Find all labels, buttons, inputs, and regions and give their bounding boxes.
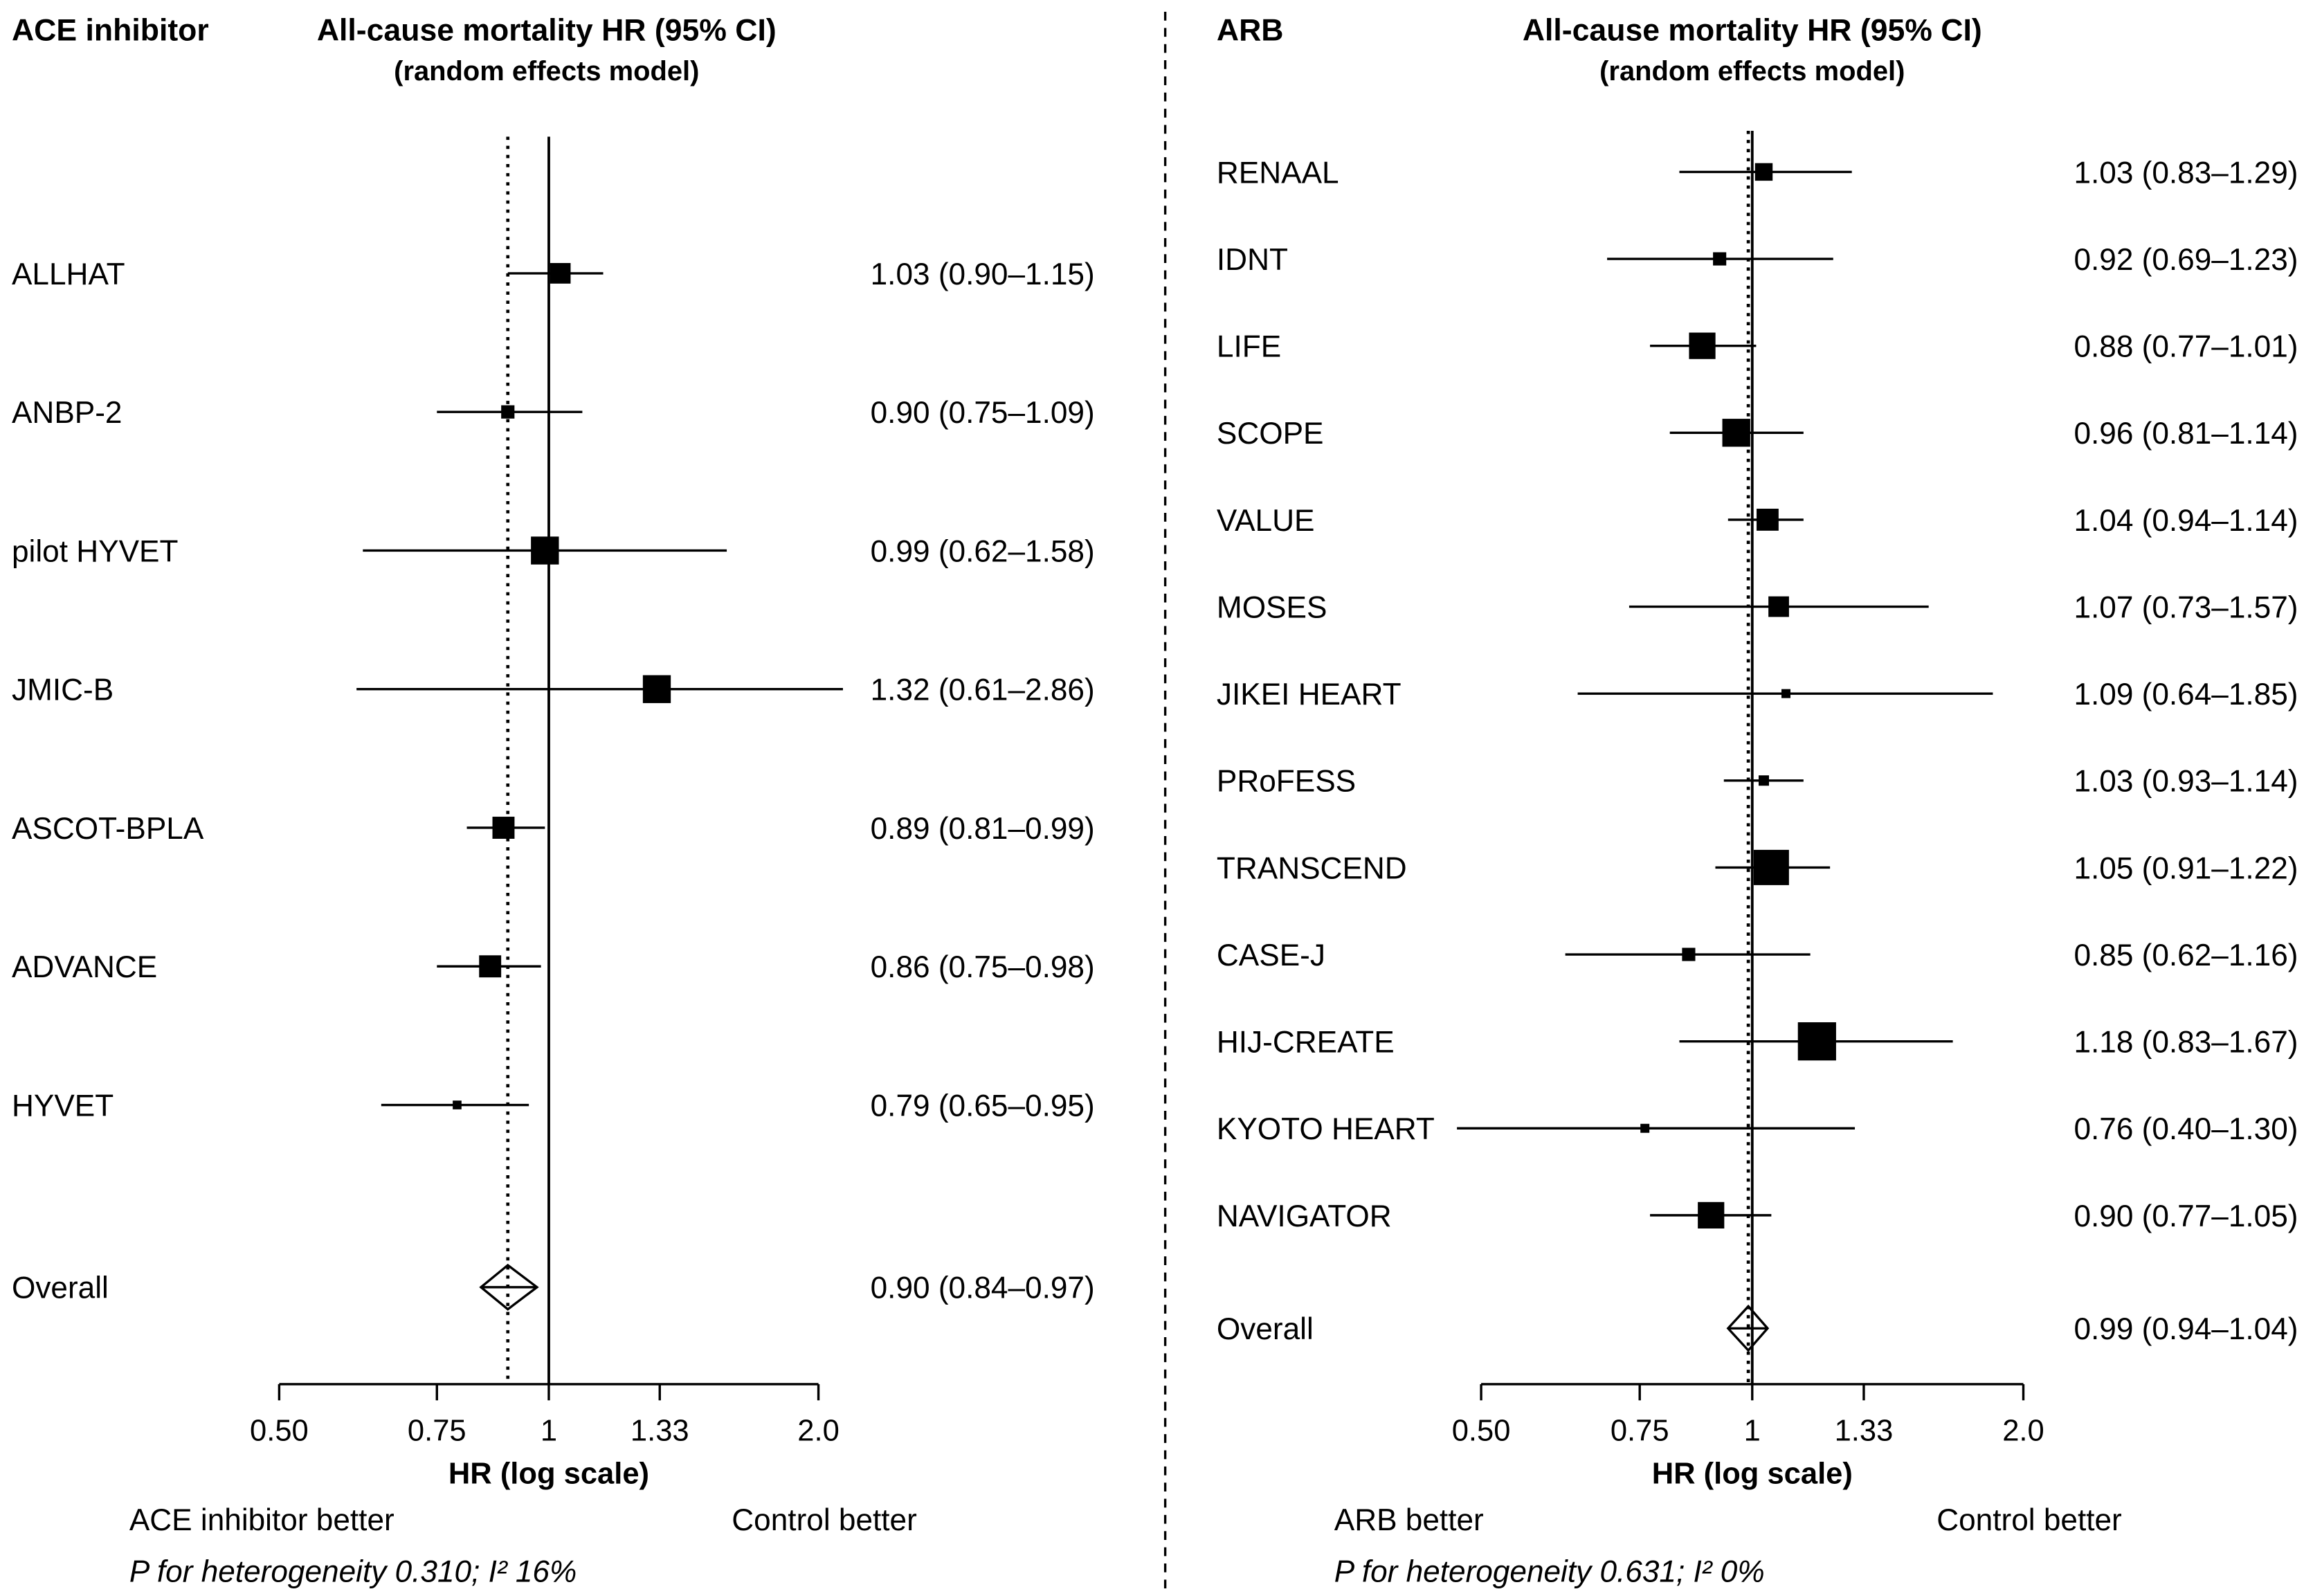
x-axis-label: HR (log scale): [1652, 1457, 1853, 1490]
study-hr-ci-value: 1.04 (0.94–1.14): [2074, 504, 2298, 538]
study-label: IDNT: [1217, 243, 1288, 277]
x-tick-label: 1.33: [631, 1415, 689, 1448]
study-hr-ci-value: 1.05 (0.91–1.22): [2074, 851, 2298, 885]
study-label: PRoFESS: [1217, 765, 1356, 799]
study-hr-ci-value: 0.89 (0.81–0.99): [871, 812, 1095, 846]
x-tick-label: 0.50: [250, 1415, 309, 1448]
study-effect-marker: [1758, 775, 1769, 786]
study-hr-ci-value: 0.90 (0.75–1.09): [871, 396, 1095, 430]
study-label: TRANSCEND: [1217, 851, 1407, 885]
study-label: JMIC-B: [12, 673, 114, 707]
favours-left-label: ACE inhibitor better: [129, 1503, 394, 1537]
study-effect-marker: [1768, 596, 1789, 617]
study-effect-marker: [1698, 1201, 1725, 1228]
study-label: CASE-J: [1217, 938, 1325, 972]
study-effect-marker: [453, 1100, 462, 1109]
panel-title: ACE inhibitor: [12, 13, 209, 47]
study-effect-marker: [550, 263, 571, 284]
overall-label: Overall: [1217, 1312, 1314, 1346]
study-hr-ci-value: 0.79 (0.65–0.95): [871, 1089, 1095, 1123]
study-effect-marker: [1689, 332, 1716, 359]
favours-left-label: ARB better: [1334, 1503, 1484, 1537]
study-label: ALLHAT: [12, 257, 125, 291]
x-tick-label: 2.0: [2002, 1415, 2044, 1448]
favours-right-label: Control better: [732, 1503, 917, 1537]
favours-right-label: Control better: [1936, 1503, 2122, 1537]
study-label: HIJ-CREATE: [1217, 1026, 1395, 1060]
study-hr-ci-value: 1.03 (0.93–1.14): [2074, 765, 2298, 799]
heterogeneity-note: P for heterogeneity 0.631; I² 0%: [1334, 1555, 1765, 1589]
study-hr-ci-value: 0.92 (0.69–1.23): [2074, 243, 2298, 277]
study-effect-marker: [1797, 1022, 1836, 1061]
study-hr-ci-value: 0.85 (0.62–1.16): [2074, 938, 2298, 972]
panel-arb: ARB All-cause mortality HR (95% CI) (ran…: [1217, 13, 2298, 1588]
study-effect-marker: [492, 817, 515, 839]
chart-title: All-cause mortality HR (95% CI): [1523, 13, 1982, 47]
study-label: ANBP-2: [12, 396, 123, 430]
study-hr-ci-value: 0.90 (0.77–1.05): [2074, 1199, 2298, 1233]
x-tick-label: 0.75: [1611, 1415, 1669, 1448]
study-effect-marker: [1753, 849, 1789, 885]
study-hr-ci-value: 1.07 (0.73–1.57): [2074, 590, 2298, 624]
panel-ace-inhibitor: ACE inhibitor All-cause mortality HR (95…: [12, 13, 1095, 1588]
study-label: MOSES: [1217, 590, 1327, 624]
chart-title: All-cause mortality HR (95% CI): [317, 13, 777, 47]
study-label: SCOPE: [1217, 417, 1324, 451]
study-effect-marker: [531, 536, 559, 565]
heterogeneity-note: P for heterogeneity 0.310; I² 16%: [129, 1555, 577, 1589]
study-effect-marker: [1754, 163, 1773, 181]
x-tick-label: 0.75: [408, 1415, 466, 1448]
overall-hr-ci-value: 0.90 (0.84–0.97): [871, 1271, 1095, 1305]
overall-hr-ci-value: 0.99 (0.94–1.04): [2074, 1312, 2298, 1346]
study-effect-marker: [1722, 419, 1750, 447]
panel-title: ARB: [1217, 13, 1284, 47]
x-tick-label: 2.0: [797, 1415, 840, 1448]
overall-label: Overall: [12, 1271, 109, 1305]
chart-subtitle: (random effects model): [394, 56, 699, 87]
x-axis-label: HR (log scale): [448, 1457, 649, 1490]
study-hr-ci-value: 0.88 (0.77–1.01): [2074, 330, 2298, 364]
study-hr-ci-value: 1.03 (0.90–1.15): [871, 257, 1095, 291]
study-effect-marker: [1757, 508, 1779, 531]
x-tick-label: 1: [1744, 1415, 1761, 1448]
study-label: VALUE: [1217, 504, 1315, 538]
x-tick-label: 1: [541, 1415, 557, 1448]
study-label: KYOTO HEART: [1217, 1112, 1435, 1146]
study-hr-ci-value: 0.76 (0.40–1.30): [2074, 1112, 2298, 1146]
study-effect-marker: [501, 405, 515, 419]
x-tick-label: 0.50: [1452, 1415, 1511, 1448]
study-effect-marker: [479, 955, 502, 978]
study-effect-marker: [1682, 947, 1696, 961]
study-label: ASCOT-BPLA: [12, 812, 204, 846]
study-effect-marker: [1713, 252, 1727, 266]
study-effect-marker: [1781, 689, 1790, 698]
study-label: HYVET: [12, 1089, 114, 1123]
study-hr-ci-value: 1.09 (0.64–1.85): [2074, 678, 2298, 711]
study-label: JIKEI HEART: [1217, 678, 1402, 711]
x-tick-label: 1.33: [1835, 1415, 1894, 1448]
study-label: NAVIGATOR: [1217, 1199, 1392, 1233]
study-label: ADVANCE: [12, 950, 157, 984]
study-hr-ci-value: 1.18 (0.83–1.67): [2074, 1026, 2298, 1060]
study-hr-ci-value: 1.03 (0.83–1.29): [2074, 156, 2298, 190]
study-effect-marker: [642, 675, 671, 703]
study-hr-ci-value: 0.96 (0.81–1.14): [2074, 417, 2298, 451]
study-hr-ci-value: 1.32 (0.61–2.86): [871, 673, 1095, 707]
chart-subtitle: (random effects model): [1599, 56, 1905, 87]
study-effect-marker: [1640, 1123, 1650, 1133]
study-hr-ci-value: 0.99 (0.62–1.58): [871, 534, 1095, 568]
study-label: RENAAL: [1217, 156, 1339, 190]
study-label: pilot HYVET: [12, 534, 178, 568]
study-label: LIFE: [1217, 330, 1281, 364]
study-hr-ci-value: 0.86 (0.75–0.98): [871, 950, 1095, 984]
